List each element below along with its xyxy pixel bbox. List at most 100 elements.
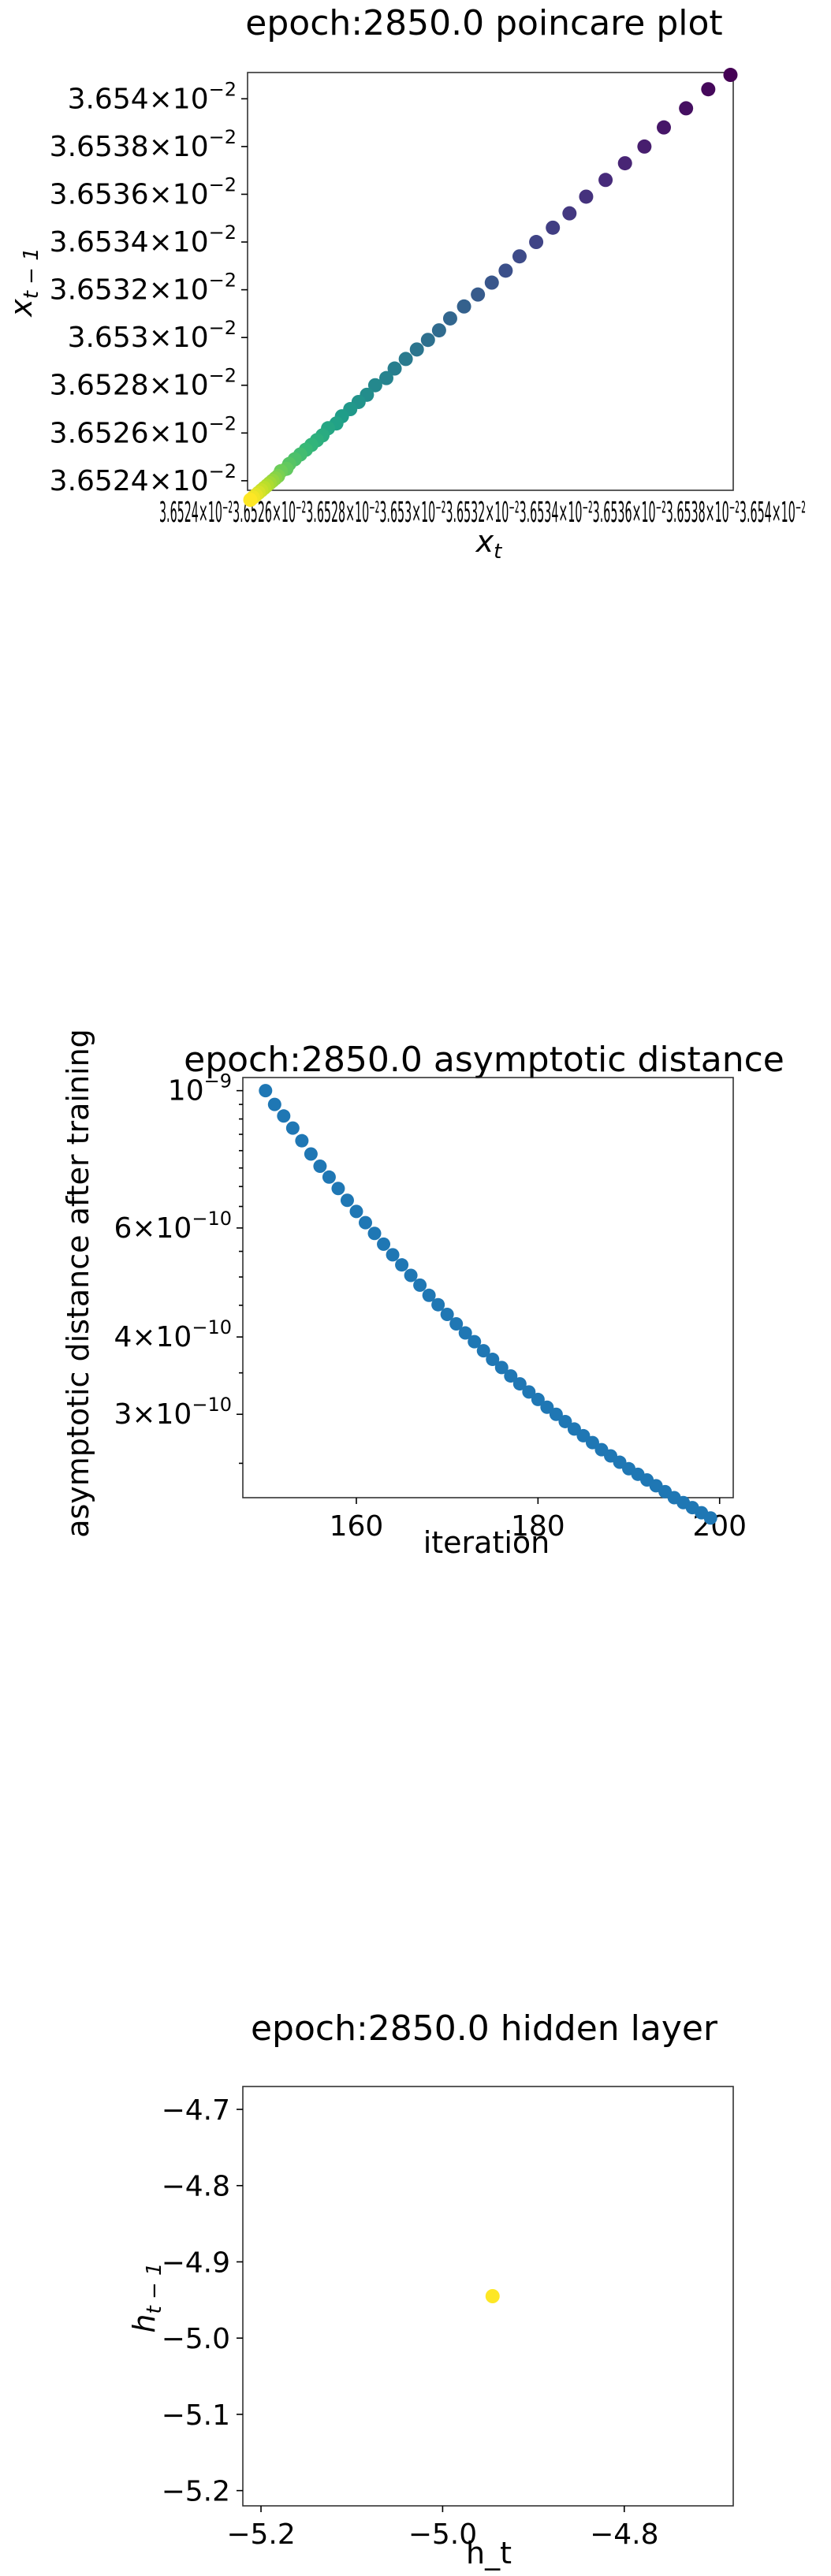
chart3-y-ticks: −4.7 −4.8 −4.9 −5.0 −5.1 −5.2 (162, 2094, 243, 2508)
chart1-point (546, 220, 561, 235)
chart1-y-tick-label: 3.6538×10−2 (50, 126, 237, 163)
chart3-x-tick-label: −5.0 (408, 2518, 477, 2551)
chart1-y-tick-label: 3.6526×10−2 (50, 412, 237, 449)
chart1-point (512, 249, 527, 264)
chart2-point (413, 1278, 427, 1292)
chart2-point (322, 1170, 336, 1184)
chart2-point (285, 1121, 300, 1135)
chart2-point (267, 1097, 281, 1111)
chart2-point (440, 1308, 454, 1322)
chart2-point (349, 1204, 363, 1219)
chart1-y-tick-label: 3.653×10−2 (68, 317, 237, 354)
chart2-point (458, 1326, 472, 1340)
chart3-x-ticks: −5.2 −5.0 −4.8 (226, 2506, 658, 2551)
chart1-point (637, 139, 652, 154)
chart2-point (295, 1134, 309, 1148)
chart2-point (585, 1435, 599, 1450)
chart1-point (484, 275, 499, 290)
chart1-point (420, 333, 435, 348)
chart1-point (471, 287, 486, 302)
chart3-y-tick-label: −5.2 (162, 2476, 230, 2508)
chart1-y-axis-label: xt − 1 (4, 248, 43, 318)
chart1-point (701, 82, 716, 97)
chart1-point (431, 323, 446, 338)
chart2-point (703, 1511, 717, 1525)
chart1-point (598, 173, 613, 188)
chart1-y-tick-label: 3.6534×10−2 (50, 221, 237, 259)
chart3-x-axis-label: h_t (466, 2536, 512, 2570)
chart2-y-tick-label: 6×10−10 (114, 1208, 232, 1245)
chart1-y-tick-label: 3.654×10−2 (68, 78, 237, 115)
chart2-point (277, 1109, 291, 1123)
chart3-y-tick-label: −5.1 (162, 2399, 230, 2432)
chart1-axes-frame (247, 72, 734, 491)
chart2-y-tick-label: 10−9 (168, 1070, 232, 1107)
chart2-point (340, 1193, 354, 1208)
chart2-point (449, 1316, 464, 1331)
chart2-y-tick-label: 3×10−10 (114, 1394, 232, 1431)
poincare-plot: epoch:2850.0 poincare plot 3.6524×10−23.… (4, 3, 806, 564)
chart2-point (359, 1215, 372, 1230)
chart1-point (723, 68, 738, 83)
chart3-x-tick-label: −4.8 (590, 2518, 658, 2551)
chart1-y-tick-label: 3.6532×10−2 (50, 270, 237, 307)
chart2-point (540, 1400, 554, 1414)
chart2-x-tick-label: 180 (511, 1510, 565, 1543)
chart2-point (476, 1344, 490, 1358)
chart2-x-axis-label: iteration (423, 1525, 550, 1560)
chart1-title: epoch:2850.0 poincare plot (245, 3, 722, 43)
chart1-point (387, 361, 402, 376)
chart3-points (485, 2289, 500, 2303)
chart2-point (404, 1268, 418, 1282)
chart2-point (558, 1414, 572, 1428)
chart1-y-tick-label: 3.6528×10−2 (50, 365, 237, 402)
chart1-point (617, 156, 632, 171)
chart1-x-axis-label: xt (475, 524, 503, 564)
chart1-point (442, 311, 457, 326)
chart1-point (579, 189, 594, 204)
chart2-point (512, 1377, 527, 1391)
chart2-point (576, 1428, 591, 1442)
chart1-points (243, 68, 738, 508)
chart2-point (367, 1227, 382, 1241)
chart3-y-tick-label: −4.8 (162, 2171, 230, 2203)
chart3-x-tick-label: −5.2 (226, 2518, 295, 2551)
chart3-axes-frame (242, 2086, 734, 2507)
chart2-point (422, 1288, 436, 1302)
chart2-y-ticks: 10−9 6×10−10 4×10−10 3×10−10 (114, 1070, 243, 1465)
chart2-title: epoch:2850.0 asymptotic distance (184, 1040, 784, 1080)
chart2-points (259, 1084, 717, 1525)
chart1-x-tick-labels: 3.6524×10⁻²3.6526×10⁻²3.6528×10⁻²3.653×1… (159, 497, 806, 529)
chart2-point (304, 1147, 318, 1161)
chart3-point (485, 2289, 500, 2303)
chart1-point (529, 235, 544, 250)
asymptotic-distance-plot: epoch:2850.0 asymptotic distance 160 180 2… (61, 1029, 784, 1560)
chart2-point (468, 1335, 482, 1349)
chart1-point (679, 101, 694, 116)
chart3-title: epoch:2850.0 hidden layer (251, 2008, 718, 2049)
chart2-point (259, 1084, 273, 1098)
chart2-point (377, 1237, 391, 1251)
chart2-x-tick-label: 160 (330, 1510, 384, 1543)
chart1-point (409, 342, 424, 357)
chart1-point (243, 493, 258, 508)
chart1-point (657, 120, 671, 135)
chart2-point (504, 1369, 518, 1383)
chart2-point (531, 1392, 545, 1406)
chart1-point (398, 352, 413, 367)
chart2-point (431, 1297, 445, 1312)
chart2-axes-frame (242, 1077, 734, 1498)
chart2-y-axis-label: asymptotic distance after training (61, 1029, 95, 1538)
chart2-point (486, 1353, 500, 1367)
chart3-y-axis-label: ht − 1 (127, 2262, 166, 2332)
hidden-layer-plot: epoch:2850.0 hidden layer −5.2 −5.0 −4.8 −… (127, 2008, 734, 2570)
chart3-y-tick-label: −5.0 (162, 2323, 230, 2355)
chart2-point (522, 1385, 536, 1399)
chart1-point (562, 206, 577, 221)
chart1-point (498, 263, 513, 278)
chart2-point (331, 1182, 345, 1196)
chart2-point (549, 1407, 563, 1421)
chart2-point (386, 1248, 400, 1262)
chart1-point (456, 299, 471, 314)
